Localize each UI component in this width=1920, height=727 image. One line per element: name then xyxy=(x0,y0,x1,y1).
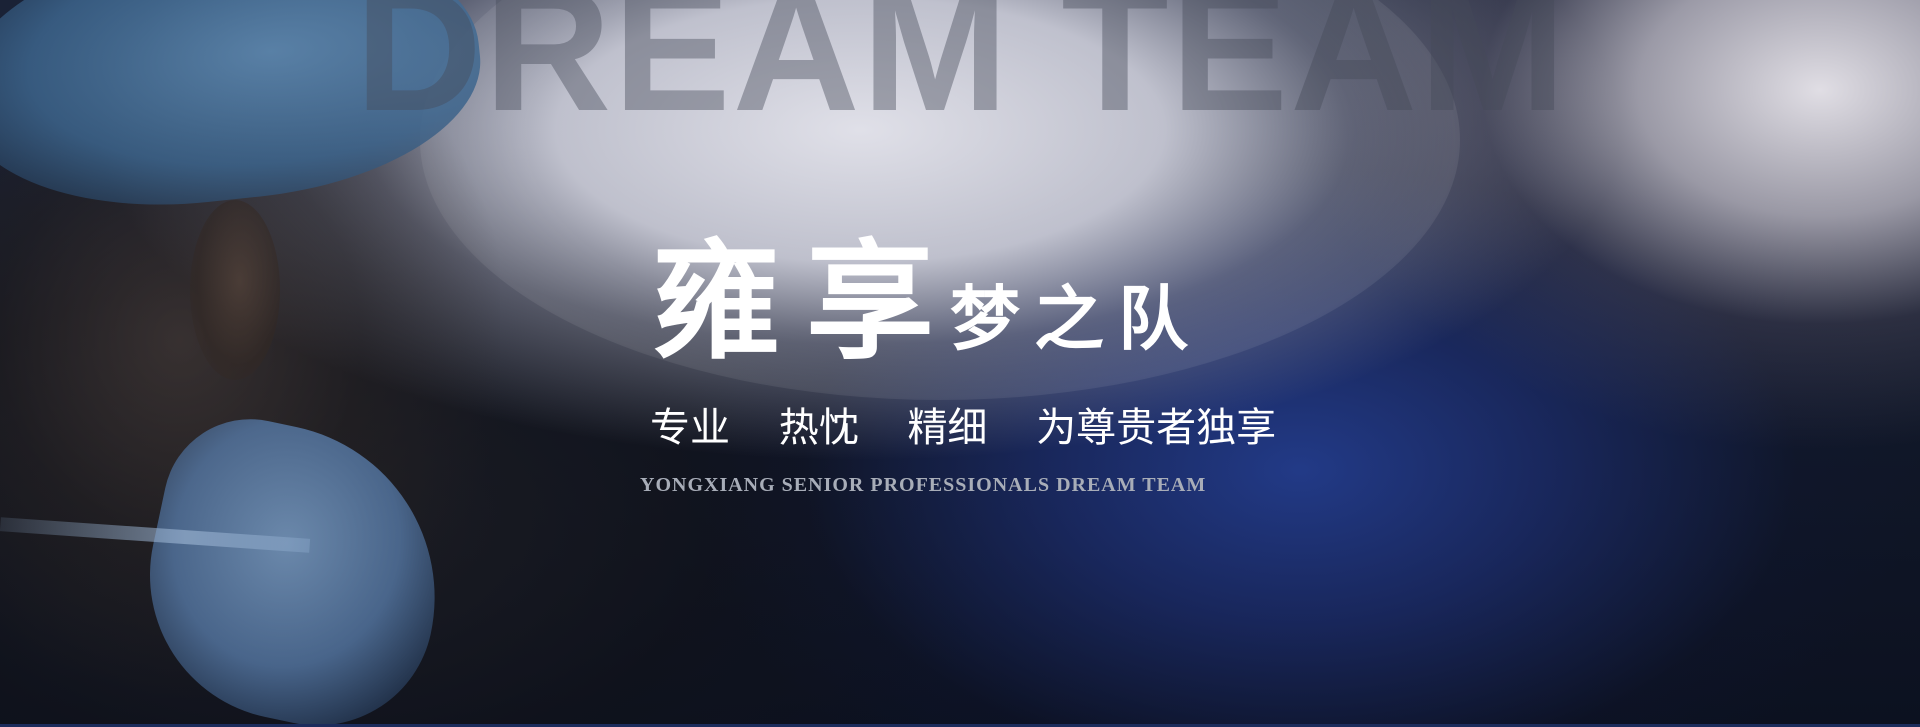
slogan-item: 精细 xyxy=(907,405,988,451)
slogan: 专业 热忱 精细 为尊贵者独享 xyxy=(650,400,1276,456)
headline-dream-team: 梦之队 xyxy=(950,278,1203,360)
bottom-divider xyxy=(0,724,1920,727)
headline-brand: 雍享 xyxy=(652,228,961,377)
slogan-item: 为尊贵者独享 xyxy=(1036,405,1277,451)
headline: 雍享梦之队 xyxy=(652,228,1202,378)
surgical-mask xyxy=(123,403,467,727)
surgeon-ear xyxy=(190,200,280,380)
slogan-item: 热忱 xyxy=(778,405,859,451)
surgeon-photo xyxy=(0,0,500,727)
english-subline: YONGXIANG SENIOR PROFESSIONALS DREAM TEA… xyxy=(640,474,1207,496)
background-word-dream-team: DREAM TEAM xyxy=(355,0,1568,148)
surgical-light-glow xyxy=(420,0,1460,400)
slogan-item: 专业 xyxy=(650,405,730,451)
